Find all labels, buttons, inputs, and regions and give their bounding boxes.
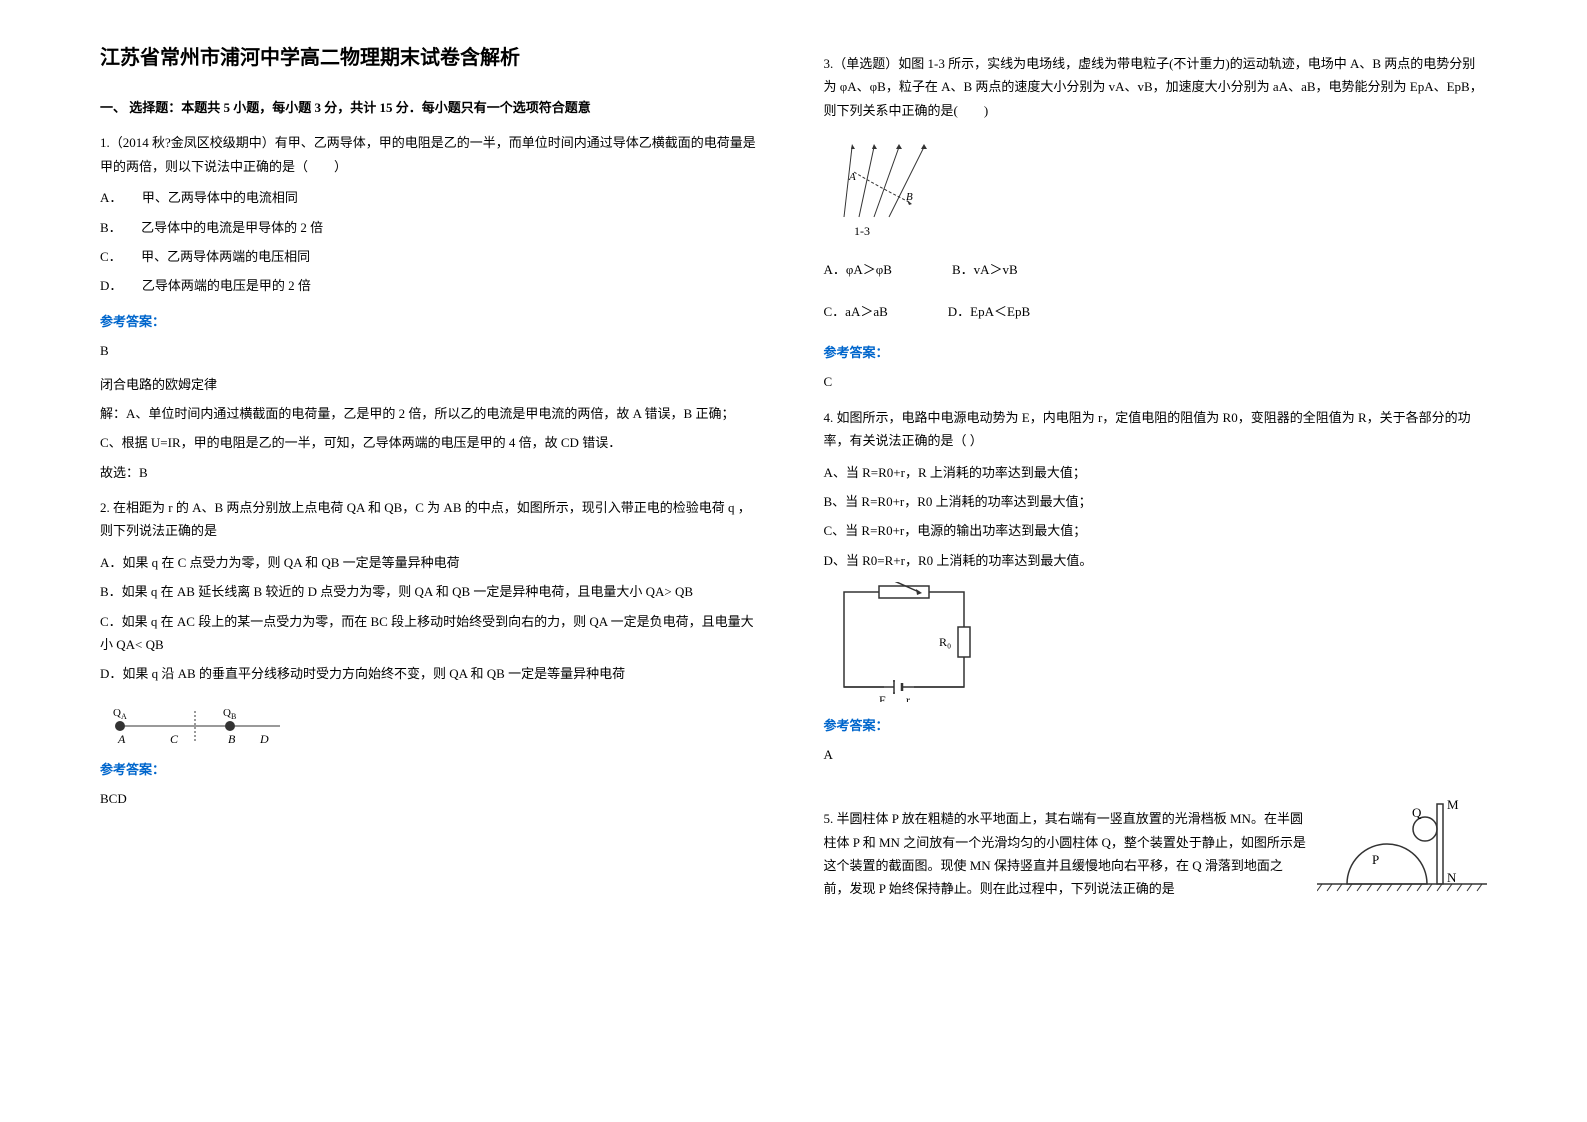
q2-option-c: C．如果 q 在 AC 段上的某一点受力为零，而在 BC 段上移动时始终受到向右… bbox=[100, 610, 764, 657]
q4-option-d: D、当 R0=R+r，R0 上消耗的功率达到最大值。 bbox=[824, 549, 1488, 572]
q3-option-a: A．φA＞φB bbox=[824, 258, 892, 281]
question-2: 2. 在相距为 r 的 A、B 两点分别放上点电荷 QA 和 QB，C 为 AB… bbox=[100, 496, 764, 811]
q4-circuit-svg: R R₀ E r bbox=[824, 582, 984, 702]
q3-option-c: C．aA＞aB bbox=[824, 300, 888, 323]
svg-text:B: B bbox=[906, 191, 913, 203]
q1-option-d: D． 乙导体两端的电压是甲的 2 倍 bbox=[100, 274, 764, 297]
svg-text:QA: QA bbox=[113, 707, 127, 721]
right-column: 3.（单选题）如图 1-3 所示，实线为电场线，虚线为带电粒子(不计重力)的运动… bbox=[824, 40, 1488, 921]
question-4: 4. 如图所示，电路中电源电动势为 E，内电阻为 r，定值电阻的阻值为 R0，变… bbox=[824, 406, 1488, 767]
q3-figure: A B 1-3 bbox=[824, 132, 1488, 242]
q4-answer-label: 参考答案： bbox=[824, 714, 1488, 737]
q3-option-b: B．vA＞vB bbox=[952, 258, 1018, 281]
question-5: 5. 半圆柱体 P 放在粗糙的水平地面上，其右端有一竖直放置的光滑档板 MN。在… bbox=[824, 779, 1488, 909]
q1-option-a: A． 甲、乙两导体中的电流相同 bbox=[100, 186, 764, 209]
q5-label-p: P bbox=[1372, 852, 1379, 867]
q4-label-e: E bbox=[879, 693, 886, 702]
q2-answer: BCD bbox=[100, 787, 764, 810]
q5-figure: P M N Q bbox=[1317, 789, 1487, 899]
q5-diagram-svg: P M N Q bbox=[1317, 789, 1487, 899]
q4-label-r-small: r bbox=[906, 693, 910, 702]
q1-option-b: B． 乙导体中的电流是甲导体的 2 倍 bbox=[100, 216, 764, 239]
q4-text: 4. 如图所示，电路中电源电动势为 E，内电阻为 r，定值电阻的阻值为 R0，变… bbox=[824, 406, 1488, 453]
q5-label-m: M bbox=[1447, 797, 1459, 812]
q1-answer: B bbox=[100, 339, 764, 362]
left-column: 江苏省常州市浦河中学高二物理期末试卷含解析 一、 选择题：本题共 5 小题，每小… bbox=[100, 40, 764, 921]
svg-text:C: C bbox=[170, 732, 179, 746]
q5-text: 5. 半圆柱体 P 放在粗糙的水平地面上，其右端有一竖直放置的光滑档板 MN。在… bbox=[824, 807, 1308, 901]
q3-text: 3.（单选题）如图 1-3 所示，实线为电场线，虚线为带电粒子(不计重力)的运动… bbox=[824, 52, 1488, 122]
q1-exp-title: 闭合电路的欧姆定律 bbox=[100, 373, 764, 396]
svg-text:D: D bbox=[259, 732, 269, 746]
q4-option-c: C、当 R=R0+r，电源的输出功率达到最大值； bbox=[824, 519, 1488, 542]
svg-text:A: A bbox=[848, 171, 856, 183]
q2-option-b: B．如果 q 在 AB 延长线离 B 较近的 D 点受力为零，则 QA 和 QB… bbox=[100, 580, 764, 603]
q5-label-q: Q bbox=[1412, 805, 1422, 820]
q3-options-row1: A．φA＞φB B．vA＞vB bbox=[824, 252, 1488, 287]
page-title: 江苏省常州市浦河中学高二物理期末试卷含解析 bbox=[100, 40, 764, 76]
q2-option-a: A．如果 q 在 C 点受力为零，则 QA 和 QB 一定是等量异种电荷 bbox=[100, 551, 764, 574]
q5-label-n: N bbox=[1447, 870, 1457, 885]
q3-option-d: D．EpA＜EpB bbox=[948, 300, 1030, 323]
q3-options-row2: C．aA＞aB D．EpA＜EpB bbox=[824, 294, 1488, 329]
question-1: 1.（2014 秋?金凤区校级期中）有甲、乙两导体，甲的电阻是乙的一半，而单位时… bbox=[100, 131, 764, 484]
q4-figure: R R₀ E r bbox=[824, 582, 1488, 702]
q2-answer-label: 参考答案： bbox=[100, 758, 764, 781]
q2-figure: A C B D QA QB bbox=[100, 696, 764, 746]
q1-option-c: C． 甲、乙两导体两端的电压相同 bbox=[100, 245, 764, 268]
q2-option-d: D．如果 q 沿 AB 的垂直平分线移动时受力方向始终不变，则 QA 和 QB … bbox=[100, 662, 764, 685]
svg-text:B: B bbox=[228, 732, 236, 746]
q1-text: 1.（2014 秋?金凤区校级期中）有甲、乙两导体，甲的电阻是乙的一半，而单位时… bbox=[100, 131, 764, 178]
q4-label-r0: R₀ bbox=[939, 635, 951, 649]
q3-diagram-svg: A B 1-3 bbox=[824, 132, 944, 242]
svg-text:QB: QB bbox=[223, 707, 236, 721]
q1-exp1: 解：A、单位时间内通过横截面的电荷量，乙是甲的 2 倍，所以乙的电流是甲电流的两… bbox=[100, 402, 764, 425]
q2-diagram-svg: A C B D QA QB bbox=[100, 696, 300, 746]
question-3: 3.（单选题）如图 1-3 所示，实线为电场线，虚线为带电粒子(不计重力)的运动… bbox=[824, 52, 1488, 394]
q1-exp3: 故选：B bbox=[100, 461, 764, 484]
section-header: 一、 选择题：本题共 5 小题，每小题 3 分，共计 15 分．每小题只有一个选… bbox=[100, 96, 764, 119]
q4-option-b: B、当 R=R0+r，R0 上消耗的功率达到最大值； bbox=[824, 490, 1488, 513]
q3-answer: C bbox=[824, 370, 1488, 393]
q4-answer: A bbox=[824, 743, 1488, 766]
q4-option-a: A、当 R=R0+r，R 上消耗的功率达到最大值； bbox=[824, 461, 1488, 484]
q1-answer-label: 参考答案： bbox=[100, 310, 764, 333]
q2-text: 2. 在相距为 r 的 A、B 两点分别放上点电荷 QA 和 QB，C 为 AB… bbox=[100, 496, 764, 543]
q1-exp2: C、根据 U=IR，甲的电阻是乙的一半，可知，乙导体两端的电压是甲的 4 倍，故… bbox=[100, 431, 764, 454]
page-container: 江苏省常州市浦河中学高二物理期末试卷含解析 一、 选择题：本题共 5 小题，每小… bbox=[0, 40, 1587, 921]
svg-text:A: A bbox=[117, 732, 126, 746]
q3-answer-label: 参考答案： bbox=[824, 341, 1488, 364]
q3-fig-label: 1-3 bbox=[854, 224, 870, 238]
